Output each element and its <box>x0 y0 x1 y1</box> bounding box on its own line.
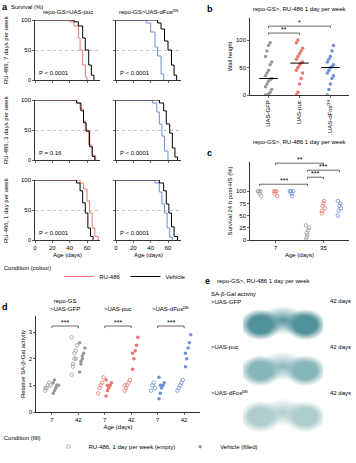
svg-text:0: 0 <box>29 409 33 415</box>
svg-text:7: 7 <box>156 417 160 423</box>
html-text:42 days: 42 days <box>330 344 351 350</box>
svg-text:***: *** <box>167 319 175 326</box>
svg-text:50: 50 <box>24 47 31 53</box>
svg-text:Age (days): Age (days) <box>53 252 82 258</box>
svg-text:Age (days): Age (days) <box>134 252 163 258</box>
html-text:e: e <box>205 276 210 286</box>
svg-text:RU-486, 1 day per week (empty): RU-486, 1 day per week (empty) <box>88 444 175 450</box>
svg-text:7: 7 <box>50 417 54 423</box>
svg-text:UAS-dFosᴰᴺ: UAS-dFosᴰᴺ <box>327 100 333 133</box>
svg-text:Condition (fill): Condition (fill) <box>4 435 41 441</box>
svg-text:7: 7 <box>103 417 107 423</box>
svg-text:RU-486: RU-486 <box>99 274 120 280</box>
svg-text:P < 0.0001: P < 0.0001 <box>39 70 69 76</box>
html-text:repo-GS>, RU-486 1 day per wee: repo-GS>, RU-486 1 day per week <box>217 278 310 284</box>
svg-text:>UAS-puc: >UAS-puc <box>104 306 132 312</box>
svg-text:Vehicle (filled): Vehicle (filled) <box>220 444 257 450</box>
svg-text:P < 0.0001: P < 0.0001 <box>39 230 69 236</box>
svg-text:Relative SA-β-Gal activity: Relative SA-β-Gal activity <box>20 330 26 398</box>
svg-text:100: 100 <box>21 97 32 103</box>
html-text:SA-β-Gal activity: SA-β-Gal activity <box>211 291 256 297</box>
svg-text:40: 40 <box>147 245 154 251</box>
svg-text:RU-486, 7 days per week: RU-486, 7 days per week <box>3 15 9 84</box>
svg-text:100: 100 <box>21 177 32 183</box>
svg-text:0: 0 <box>28 157 32 163</box>
svg-text:25: 25 <box>239 225 246 231</box>
svg-text:Age (days): Age (days) <box>285 252 314 258</box>
svg-text:50: 50 <box>239 213 246 219</box>
svg-text:*: * <box>298 19 301 26</box>
html-text:42 days: 42 days <box>330 390 351 396</box>
svg-text:d: d <box>2 302 8 312</box>
svg-text:0: 0 <box>243 237 247 243</box>
svg-text:RU-486, 1 day per week: RU-486, 1 day per week <box>3 177 9 243</box>
svg-text:UAS-GFP: UAS-GFP <box>266 100 272 127</box>
svg-text:Wall height: Wall height <box>227 41 233 71</box>
svg-text:1: 1 <box>29 382 33 388</box>
svg-text:75: 75 <box>239 201 246 207</box>
svg-text:Vehicle: Vehicle <box>165 274 185 280</box>
svg-text:RU-486, 3 days per week: RU-486, 3 days per week <box>3 95 9 164</box>
svg-text:35: 35 <box>320 245 327 251</box>
svg-text:3: 3 <box>29 329 33 335</box>
svg-text:Survival 24 h post-HS (%): Survival 24 h post-HS (%) <box>227 166 233 235</box>
svg-text:***: *** <box>319 163 327 170</box>
svg-text:0: 0 <box>243 92 247 98</box>
svg-text:***: *** <box>61 319 69 326</box>
svg-text:100: 100 <box>236 37 247 43</box>
html-text:>UAS-GFP: >UAS-GFP <box>211 299 242 305</box>
svg-text:P < 0.0001: P < 0.0001 <box>120 70 150 76</box>
svg-text:42: 42 <box>75 417 82 423</box>
svg-text:***: *** <box>280 177 288 184</box>
svg-text:P < 0.0001: P < 0.0001 <box>120 230 150 236</box>
svg-text:c: c <box>207 148 212 158</box>
svg-text:7: 7 <box>274 245 278 251</box>
svg-text:UAS-puc: UAS-puc <box>296 100 302 124</box>
svg-text:repo-GS>UAS-puc: repo-GS>UAS-puc <box>43 9 93 15</box>
svg-text:b: b <box>207 4 213 14</box>
svg-text:100: 100 <box>21 17 32 23</box>
svg-text:40: 40 <box>66 245 73 251</box>
svg-text:repo-GS>UAS-GFP: repo-GS>UAS-GFP <box>50 298 80 312</box>
svg-text:50: 50 <box>24 207 31 213</box>
svg-text:100: 100 <box>236 188 247 194</box>
svg-text:60: 60 <box>84 245 91 251</box>
html-text:>UAS-dFosᴰᴺ: >UAS-dFosᴰᴺ <box>211 390 248 396</box>
svg-text:**: ** <box>281 26 287 33</box>
html-text:42 days: 42 days <box>330 298 351 304</box>
svg-text:0: 0 <box>28 77 32 83</box>
svg-text:>UAS-dFosᴰᴺ: >UAS-dFosᴰᴺ <box>152 306 189 312</box>
svg-text:Age (days): Age (days) <box>103 424 132 430</box>
svg-text:42: 42 <box>128 417 135 423</box>
html-text:>UAS-puc: >UAS-puc <box>211 344 239 350</box>
svg-text:42: 42 <box>181 417 188 423</box>
svg-text:a: a <box>2 2 8 12</box>
svg-text:**: ** <box>297 156 303 163</box>
svg-text:0: 0 <box>33 245 37 251</box>
svg-text:***: *** <box>311 170 319 177</box>
svg-text:repo-GS>, RU-486 1 day per wee: repo-GS>, RU-486 1 day per week <box>253 6 347 12</box>
svg-text:repo-GS>, RU-486 1 day per wee: repo-GS>, RU-486 1 day per week <box>253 139 347 145</box>
svg-text:20: 20 <box>49 245 56 251</box>
svg-text:***: *** <box>114 319 122 326</box>
svg-text:P < 0.0001: P < 0.0001 <box>120 150 150 156</box>
svg-text:2: 2 <box>29 356 33 362</box>
svg-text:50: 50 <box>239 65 246 71</box>
svg-text:P = 0.16: P = 0.16 <box>39 150 62 156</box>
svg-text:0: 0 <box>28 237 32 243</box>
svg-text:20: 20 <box>130 245 137 251</box>
svg-text:Survival (%): Survival (%) <box>11 4 43 10</box>
svg-text:repo-GS>UAS-dFosᴰᴺ: repo-GS>UAS-dFosᴰᴺ <box>119 9 179 15</box>
svg-text:Condition (colour): Condition (colour) <box>4 265 51 271</box>
svg-text:0: 0 <box>114 245 118 251</box>
svg-text:50: 50 <box>24 127 31 133</box>
svg-text:60: 60 <box>165 245 172 251</box>
